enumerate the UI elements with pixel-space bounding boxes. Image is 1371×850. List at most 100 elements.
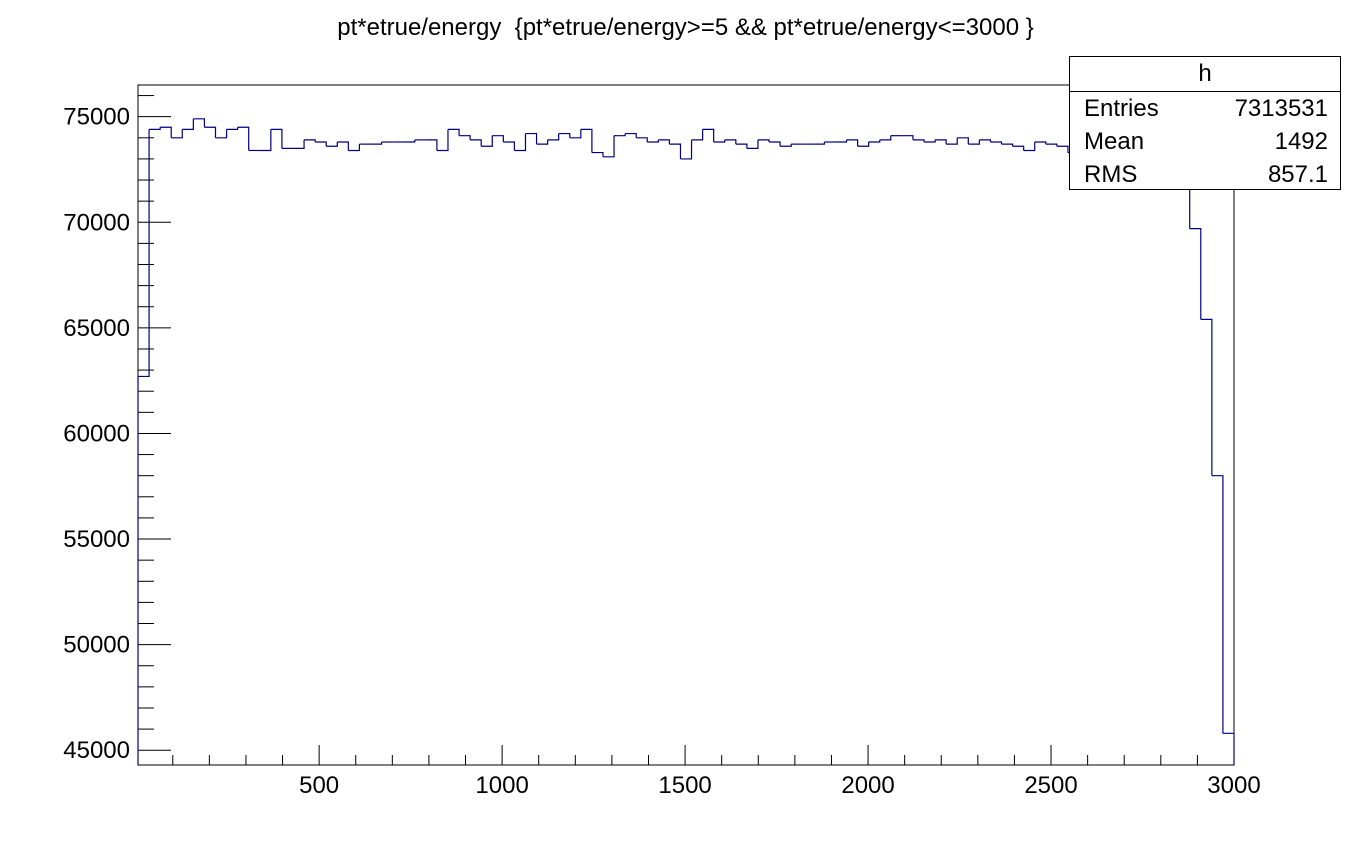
histogram-bin <box>182 118 194 130</box>
y-tick-label: 50000 <box>63 632 130 659</box>
histogram-bin <box>149 127 161 130</box>
histogram-bin <box>979 139 992 143</box>
histogram-bin <box>514 133 527 152</box>
histogram-bin <box>868 139 881 143</box>
histogram-bin <box>990 141 1003 145</box>
x-axis: 500 1000 1500 2000 2500 3000 <box>172 745 1261 799</box>
x-tick-label: 2000 <box>841 772 894 799</box>
histogram-bin <box>171 129 183 139</box>
histogram-bin <box>669 143 682 159</box>
histogram-bin <box>1045 143 1058 147</box>
histogram-bin <box>968 139 980 145</box>
y-axis: 45000 50000 55000 60000 65000 70000 75000 <box>63 95 171 764</box>
stats-histogram-name: h <box>1070 57 1340 92</box>
histogram-bin <box>957 137 969 145</box>
histogram-bin <box>713 139 726 143</box>
histogram-bin <box>326 142 338 147</box>
histogram-bin <box>580 128 593 153</box>
x-tick-label: 500 <box>299 772 339 799</box>
histogram-bin <box>591 151 604 157</box>
histogram-bin <box>658 139 670 145</box>
histogram-bin <box>602 135 615 158</box>
histogram-bin <box>680 139 693 160</box>
histogram-bin <box>259 129 272 152</box>
stats-rms-row: RMS 857.1 <box>1070 158 1340 191</box>
histogram-bin <box>436 129 449 152</box>
histogram-bin <box>481 135 493 147</box>
histogram-bin <box>735 143 748 149</box>
histogram-bin <box>1001 143 1014 147</box>
y-tick-label: 55000 <box>63 526 130 553</box>
histogram-bin <box>1034 141 1047 145</box>
y-tick-label: 60000 <box>63 420 130 447</box>
histogram-bin <box>1189 228 1202 320</box>
histogram-bin <box>1012 145 1025 151</box>
histogram-bin <box>492 135 504 143</box>
histogram-bin <box>204 126 217 138</box>
histogram-bin <box>636 137 648 143</box>
histogram-bin <box>525 132 538 145</box>
stats-mean-value: 1492 <box>1274 128 1328 155</box>
histogram-bin <box>547 133 560 141</box>
histogram-bin <box>835 139 848 143</box>
histogram-bin <box>304 139 316 143</box>
histogram-bin <box>769 141 781 147</box>
histogram-bin <box>912 139 925 143</box>
histogram-bin <box>403 139 416 143</box>
y-tick-label: 75000 <box>63 104 130 131</box>
histogram-bin <box>503 141 516 151</box>
histogram-bin <box>569 129 582 139</box>
histogram-bin <box>558 132 571 138</box>
histogram-bin <box>425 139 438 151</box>
histogram-bin <box>901 135 914 140</box>
histogram-bin <box>935 139 947 145</box>
x-tick-label: 3000 <box>1207 772 1260 799</box>
histogram-bin <box>846 139 859 147</box>
stats-mean-label: Mean <box>1084 128 1145 155</box>
histogram-bin <box>647 139 659 143</box>
histogram-bin <box>1200 318 1213 476</box>
histogram-bin <box>226 127 239 130</box>
stats-entries-row: Entries 7313531 <box>1070 92 1340 125</box>
x-tick-label: 2500 <box>1024 772 1077 799</box>
histogram-bin <box>946 137 958 145</box>
y-tick-label: 45000 <box>63 737 130 764</box>
histogram-bin <box>1211 475 1224 734</box>
histogram-bin <box>370 142 383 145</box>
histogram-bin <box>813 142 825 145</box>
histogram-bin <box>193 118 206 128</box>
stats-entries-value: 7313531 <box>1234 95 1328 122</box>
histogram-bin <box>292 139 305 149</box>
histogram-bin <box>879 135 892 141</box>
histogram-bin <box>459 135 471 140</box>
histogram-bin <box>625 132 637 138</box>
histogram-bin <box>215 129 228 139</box>
histogram-bin <box>1222 732 1235 765</box>
chart-title: pt*etrue/energy {pt*etrue/energy>=5 && p… <box>337 14 1034 41</box>
stats-mean-row: Mean 1492 <box>1070 125 1340 158</box>
histogram-bin <box>237 126 250 151</box>
stats-rms-label: RMS <box>1084 161 1138 188</box>
histogram-bin <box>470 139 482 147</box>
histogram-bins <box>137 118 1235 765</box>
histogram-bin <box>348 144 361 152</box>
histogram-bin <box>160 126 172 138</box>
histogram-bin <box>337 141 349 151</box>
histogram-bin <box>780 144 792 147</box>
histogram-bin <box>1056 145 1069 153</box>
y-tick-label: 65000 <box>63 315 130 342</box>
histogram-bin <box>270 128 283 149</box>
stats-rms-value: 857.1 <box>1267 161 1328 188</box>
histogram-bin <box>746 139 759 149</box>
histogram-bin <box>857 142 870 147</box>
stats-entries-label: Entries <box>1084 95 1159 122</box>
histogram-bin <box>702 128 715 143</box>
histogram-bin <box>315 141 327 147</box>
histogram-bin <box>137 129 150 765</box>
histogram-bin <box>691 129 704 141</box>
histogram-bin <box>924 139 936 143</box>
x-tick-label: 1000 <box>475 772 528 799</box>
histogram-bin <box>447 128 460 136</box>
stats-box: h Entries 7313531 Mean 1492 RMS 857.1 <box>1069 56 1341 190</box>
